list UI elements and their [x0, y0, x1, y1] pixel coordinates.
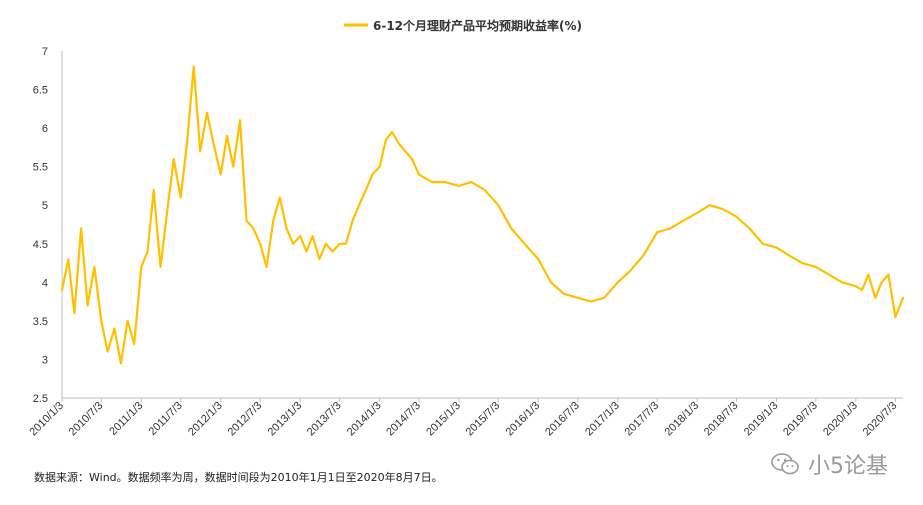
x-tick-label: 2020/1/3 — [821, 400, 860, 439]
x-tick-label: 2020/7/3 — [861, 400, 900, 439]
x-tick-label: 2017/7/3 — [623, 400, 662, 439]
y-tick-label: 6 — [42, 123, 48, 135]
y-tick-label: 5 — [42, 200, 48, 212]
y-axis-ticks: 2.5 3 3.5 4 4.5 5 5.5 6 6.5 7 — [33, 46, 48, 405]
x-tick-label: 2012/1/3 — [186, 400, 225, 439]
x-tick-label: 2014/7/3 — [384, 400, 423, 439]
series-layer — [60, 65, 905, 365]
x-tick-label: 2016/7/3 — [543, 400, 582, 439]
watermark-text: 小5论基 — [808, 454, 888, 479]
x-tick-label: 2019/7/3 — [781, 400, 820, 439]
x-tick-label: 2010/7/3 — [67, 400, 106, 439]
wechat-icon — [771, 453, 799, 475]
x-tick-label: 2015/7/3 — [464, 400, 503, 439]
y-tick-label: 6.5 — [33, 85, 48, 97]
chart-legend: 6-12个月理财产品平均预期收益率(%) — [344, 18, 582, 33]
x-tick-label: 2014/1/3 — [345, 400, 384, 439]
y-tick-label: 3.5 — [33, 316, 48, 328]
y-tick-label: 2.5 — [33, 393, 48, 405]
x-axis-ticks: 2010/1/3 2010/7/3 2011/1/3 2011/7/3 2012/1/3… — [27, 398, 900, 439]
y-tick-label: 5.5 — [33, 162, 48, 174]
x-tick-label: 2019/1/3 — [742, 400, 781, 439]
x-tick-label: 2018/1/3 — [663, 400, 702, 439]
axes — [61, 51, 903, 399]
x-tick-label: 2013/7/3 — [305, 400, 344, 439]
x-tick-label: 2011/7/3 — [147, 400, 185, 438]
series-line — [60, 65, 905, 365]
x-tick-label: 2010/1/3 — [27, 400, 66, 439]
x-tick-label: 2012/7/3 — [226, 400, 265, 439]
y-tick-label: 7 — [42, 46, 48, 58]
x-tick-label: 2016/1/3 — [504, 400, 543, 439]
y-tick-label: 4 — [42, 277, 48, 289]
source-note: 数据来源：Wind。数据频率为周，数据时间段为2010年1月1日至2020年8月… — [34, 471, 443, 484]
y-tick-label: 4.5 — [33, 239, 48, 251]
x-tick-label: 2017/1/3 — [583, 400, 622, 439]
watermark: 小5论基 — [770, 448, 888, 480]
x-tick-label: 2018/7/3 — [702, 400, 741, 439]
x-tick-label: 2015/1/3 — [424, 400, 463, 439]
x-tick-label: 2013/1/3 — [266, 400, 305, 439]
legend-label: 6-12个月理财产品平均预期收益率(%) — [373, 18, 582, 33]
y-tick-label: 3 — [42, 354, 48, 366]
x-tick-label: 2011/1/3 — [107, 400, 145, 438]
